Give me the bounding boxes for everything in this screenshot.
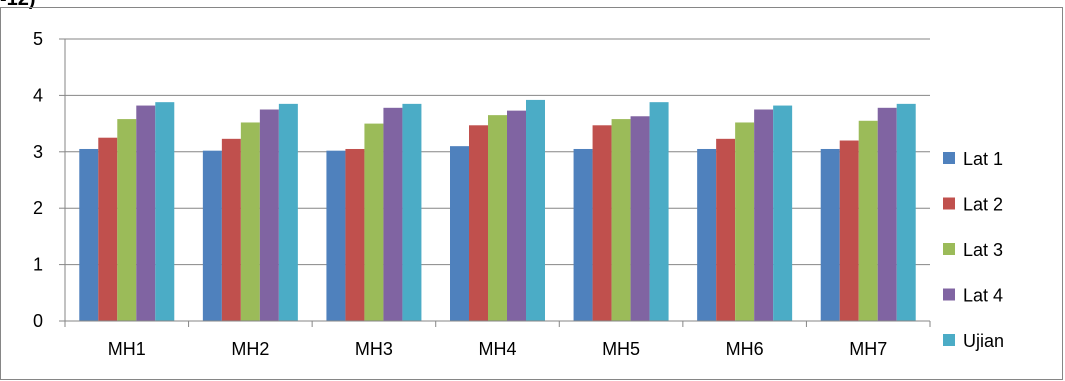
x-tick-label: MH1 [108,339,146,359]
bar-ujian-mh2 [278,103,298,321]
bar-lat-4-mh1 [136,105,156,321]
bar-lat-4-mh7 [877,107,897,321]
legend-swatch [943,288,955,301]
x-tick-label: MH2 [231,339,269,359]
chart-frame [0,7,1063,380]
bar-ujian-mh5 [649,102,669,321]
x-tick-label: MH7 [849,339,887,359]
x-tick-label: MH4 [478,339,516,359]
y-tick-label: 5 [33,29,43,49]
legend-label: Ujian [963,331,1004,351]
bar-lat-3-mh1 [117,119,137,321]
y-tick-label: 1 [33,255,43,275]
x-tick-label: MH5 [602,339,640,359]
bar-lat-2-mh3 [345,148,365,321]
bar-lat-4-mh6 [754,109,774,321]
bar-lat-1-mh2 [202,150,222,321]
legend-swatch [943,197,955,210]
bars [79,99,916,322]
bar-lat-2-mh4 [469,125,488,322]
x-tick-label: MH6 [726,339,764,359]
bar-lat-4-mh3 [383,107,403,321]
legend-label: Lat 4 [963,286,1003,306]
bar-ujian-mh3 [402,103,422,321]
bar-lat-4-mh2 [259,109,279,321]
bar-lat-2-mh2 [221,138,241,321]
bar-lat-1-mh6 [697,148,717,321]
bar-lat-4-mh4 [507,110,526,322]
legend-swatch [943,243,955,255]
bar-lat-2-mh5 [592,125,612,322]
y-tick-label: 2 [33,198,43,218]
legend-label: Lat 3 [963,240,1003,260]
bar-ujian-mh7 [896,103,916,321]
bar-ujian-mh6 [773,105,793,321]
bar-lat-3-mh2 [240,122,260,321]
bar-lat-2-mh6 [716,138,736,321]
legend: Lat 1 Lat 2 Lat 3 Lat 4 Ujian [943,149,1004,351]
y-tick-label: 0 [33,311,43,331]
bar-ujian-mh1 [155,102,175,321]
y-tick-label: 4 [33,85,43,105]
bar-lat-4-mh5 [630,116,650,321]
bar-lat-1-mh7 [820,148,840,321]
axes [59,38,931,327]
legend-label: Lat 2 [963,195,1003,215]
bar-ujian-mh4 [526,99,545,321]
y-tick-labels: 0 1 2 3 4 5 [33,29,43,331]
bar-lat-2-mh7 [839,140,859,321]
x-tick-labels: MH1 MH2 MH3 MH4 MH5 MH6 MH7 [108,339,887,359]
bar-lat-2-mh1 [98,137,118,321]
bar-lat-1-mh5 [573,148,593,321]
y-tick-label: 3 [33,142,43,162]
legend-swatch [943,152,955,164]
bar-lat-1-mh3 [326,150,346,321]
bar-lat-3-mh3 [364,123,384,321]
bar-lat-3-mh6 [735,122,755,321]
bar-lat-1-mh4 [450,146,469,321]
bar-lat-3-mh5 [611,119,631,321]
bar-lat-3-mh4 [488,115,507,321]
bar-lat-3-mh7 [858,120,878,321]
cropped-heading-fragment: -12) [0,0,36,11]
legend-swatch [943,334,955,346]
bar-lat-1-mh1 [79,148,99,321]
legend-label: Lat 1 [963,149,1003,169]
x-tick-label: MH3 [355,339,393,359]
